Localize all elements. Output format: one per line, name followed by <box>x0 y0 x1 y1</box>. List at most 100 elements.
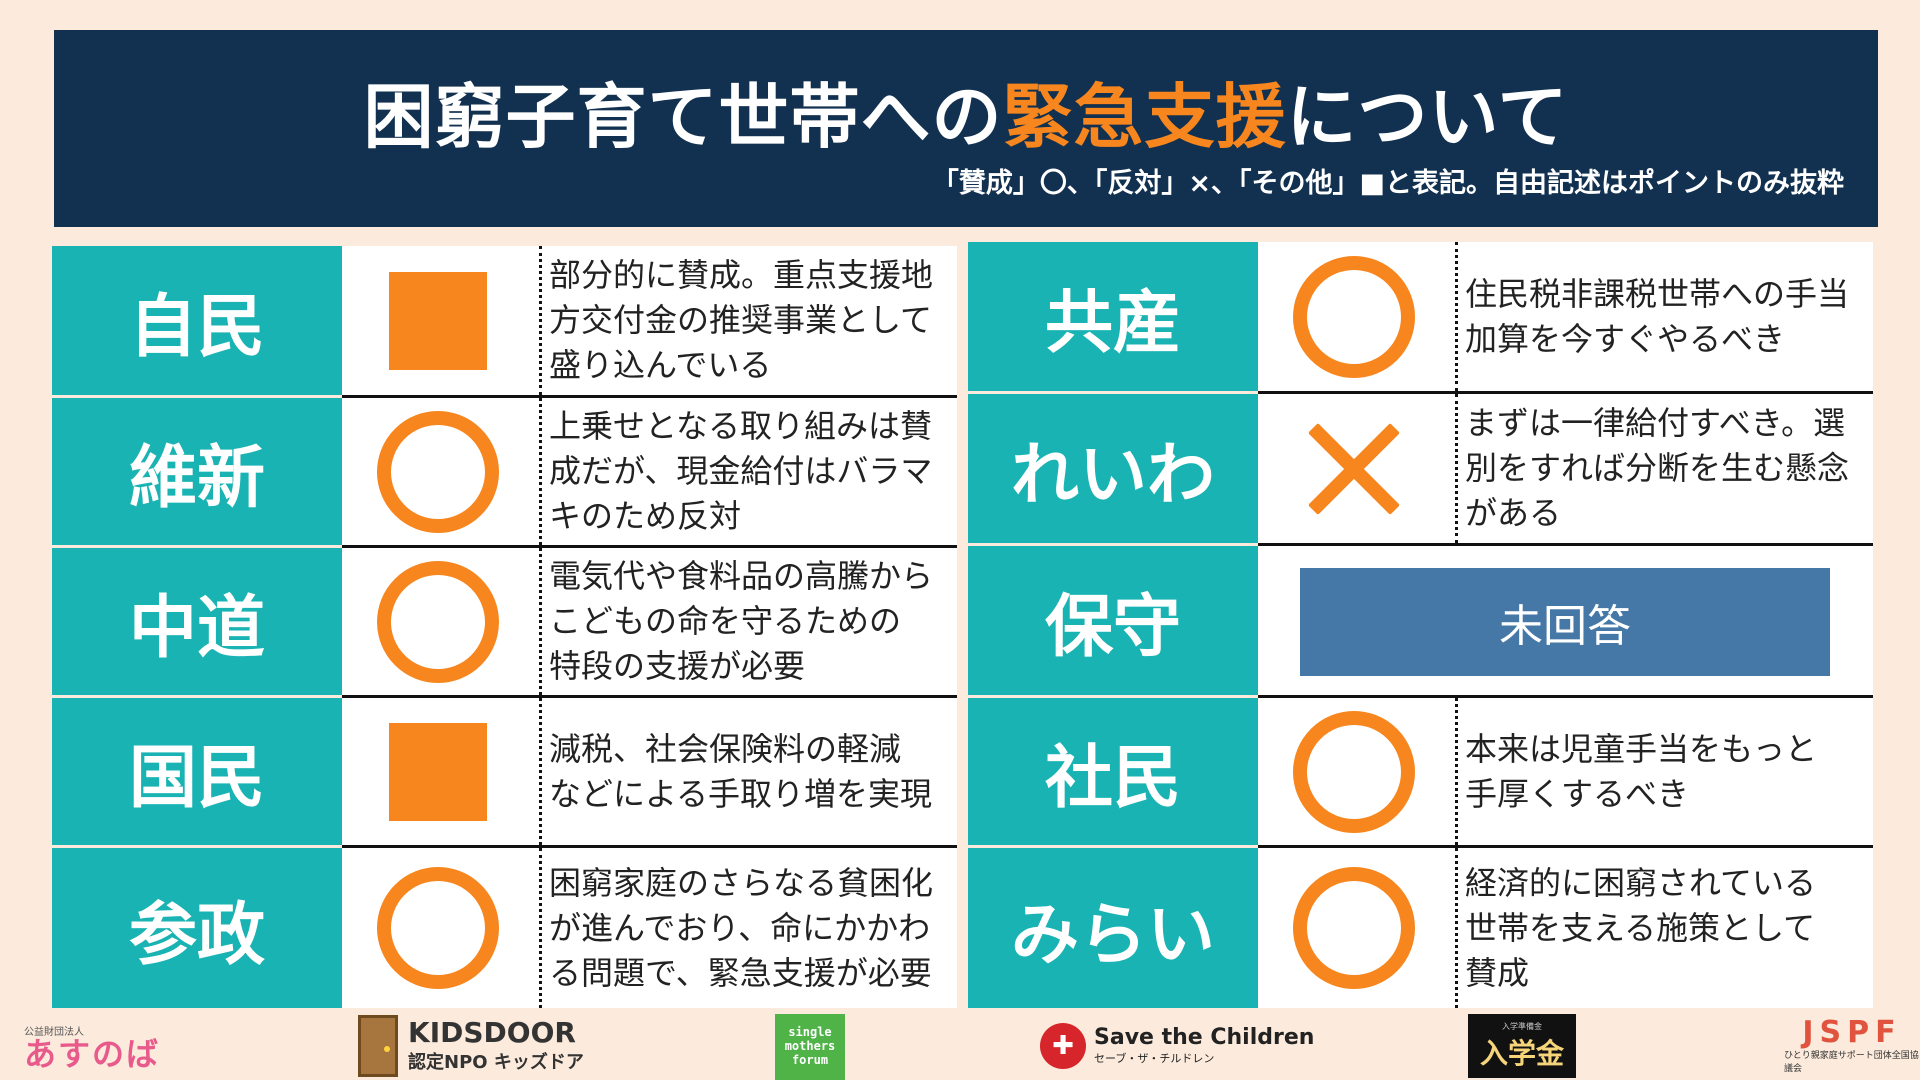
cell-gap <box>968 391 1258 394</box>
party-name: 社民 <box>968 698 1258 845</box>
asunoba-name: あすのば <box>24 1034 161 1073</box>
party-name: 共産 <box>968 242 1258 391</box>
comment-line: キのため反対 <box>549 497 742 535</box>
party-name: 国民 <box>52 698 342 845</box>
party-comment: 減税、社会保険料の軽減 などによる手取り増を実現 <box>549 698 955 845</box>
comment-line: 電気代や食料品の高騰から <box>549 557 934 595</box>
smf-line: forum <box>791 1052 829 1067</box>
kidsdoor-logo: KIDSDOOR 認定NPO キッズドア <box>358 1014 584 1078</box>
comment-line: まずは一律給付すべき。選 <box>1465 404 1846 442</box>
right-party-table: 共産 住民税非課税世帯への手当 加算を今すぐやるべき れいわ まずは一律給付すべ… <box>968 242 1873 1008</box>
circle-icon <box>377 867 499 989</box>
smf-line: mothers <box>784 1039 836 1054</box>
party-name: みらい <box>968 848 1258 1008</box>
comment-line: 方交付金の推奨事業として <box>549 301 933 339</box>
comment-line: 上乗せとなる取り組みは賛 <box>549 407 933 445</box>
dotted-divider <box>1455 698 1458 845</box>
dotted-divider <box>539 246 542 395</box>
comment-line: 成だが、現金給付はバラマ <box>549 452 933 490</box>
party-row-reiwa: れいわ まずは一律給付すべき。選 別をすれば分断を生む懸念 がある <box>968 394 1873 546</box>
nyugaku-subtext: 入学準備金 <box>1502 1021 1542 1031</box>
comment-line: 賛成 <box>1465 953 1530 992</box>
party-name: 中道 <box>52 548 342 695</box>
comment-line: がある <box>1465 494 1562 532</box>
stc-subtext: セーブ・ザ・チルドレン <box>1094 1052 1215 1066</box>
party-comment: まずは一律給付すべき。選 別をすれば分断を生む懸念 がある <box>1465 394 1871 543</box>
cell-gap <box>968 695 1258 698</box>
dotted-divider <box>1455 242 1458 391</box>
comment-line: が進んでおり、命にかかわ <box>549 908 931 947</box>
party-name: 維新 <box>52 398 342 545</box>
stc-name: Save the Children <box>1094 1024 1315 1050</box>
child-figure-icon: ✚ <box>1040 1023 1086 1069</box>
party-row-jimin: 自民 部分的に賛成。重点支援地 方交付金の推奨事業として 盛り込んでいる <box>52 246 957 398</box>
asunoba-logo: 公益財団法人 あすのば <box>24 1014 160 1078</box>
jspf-subtext: ひとり親家庭サポート団体全国協議会 <box>1784 1051 1919 1074</box>
party-comment: 本来は児童手当をもっと 手厚くするべき <box>1465 698 1871 845</box>
stance-mark <box>1258 394 1450 543</box>
stance-mark <box>1258 242 1450 391</box>
comment-line: 困窮家庭のさらなる貧困化 <box>549 863 934 902</box>
square-icon <box>389 722 487 821</box>
comment-line: 減税、社会保険料の軽減 <box>549 729 902 768</box>
asunoba-subtext: 公益財団法人 <box>24 1026 84 1038</box>
row-divider <box>342 545 957 548</box>
row-divider <box>342 395 957 398</box>
comment-line: 別をすれば分断を生む懸念 <box>1465 449 1850 487</box>
smf-line: single <box>788 1025 832 1040</box>
circle-icon <box>1293 255 1415 378</box>
comment-line: 本来は児童手当をもっと <box>1465 729 1818 768</box>
comment-line: 盛り込んでいる <box>549 346 772 384</box>
party-row-kokumin: 国民 減税、社会保険料の軽減 などによる手取り増を実現 <box>52 698 957 848</box>
party-row-ishin: 維新 上乗せとなる取り組みは賛 成だが、現金給付はバラマ キのため反対 <box>52 398 957 548</box>
comment-line: 加算を今すぐやるべき <box>1465 319 1786 358</box>
left-party-table: 自民 部分的に賛成。重点支援地 方交付金の推奨事業として 盛り込んでいる 維新 … <box>52 246 957 1008</box>
kidsdoor-subtext: 認定NPO キッズドア <box>408 1052 584 1074</box>
row-divider <box>1258 391 1873 394</box>
comment-line: 世帯を支える施策として <box>1465 908 1816 947</box>
save-the-children-logo: ✚ Save the Children セーブ・ザ・チルドレン <box>1040 1014 1314 1078</box>
party-comment: 住民税非課税世帯への手当 加算を今すぐやるべき <box>1465 242 1871 391</box>
dotted-divider <box>539 698 542 845</box>
party-comment: 電気代や食料品の高騰から こどもの命を守るための 特段の支援が必要 <box>549 548 955 695</box>
cell-gap <box>52 395 342 398</box>
stance-mark <box>1258 848 1450 1008</box>
jspf-name: JSPF <box>1802 1015 1902 1050</box>
circle-icon <box>1293 867 1415 989</box>
circle-icon <box>377 560 499 683</box>
party-row-chudo: 中道 電気代や食料品の高騰から こどもの命を守るための 特段の支援が必要 <box>52 548 957 698</box>
door-icon <box>358 1015 398 1077</box>
party-name: 保守 <box>968 546 1258 695</box>
party-row-sansei: 参政 困窮家庭のさらなる貧困化 が進んでおり、命にかかわ る問題で、緊急支援が必… <box>52 848 957 1008</box>
jspf-logo: JSPF ひとり親家庭サポート団体全国協議会 <box>1784 1014 1920 1078</box>
sponsor-logos: 公益財団法人 あすのば KIDSDOOR 認定NPO キッズドア single … <box>0 1008 1920 1080</box>
title-part1: 困窮子育て世帯への <box>363 76 1003 158</box>
dotted-divider <box>1455 394 1458 543</box>
stance-mark <box>342 398 534 545</box>
stance-mark <box>342 848 534 1008</box>
party-name: れいわ <box>968 394 1258 543</box>
cell-gap <box>968 543 1258 546</box>
cell-gap <box>52 845 342 848</box>
party-row-kyosan: 共産 住民税非課税世帯への手当 加算を今すぐやるべき <box>968 242 1873 394</box>
party-row-shamin: 社民 本来は児童手当をもっと 手厚くするべき <box>968 698 1873 848</box>
title-part2: について <box>1286 76 1569 158</box>
row-divider <box>1258 695 1873 698</box>
party-name: 自民 <box>52 246 342 395</box>
cell-gap <box>52 545 342 548</box>
title-highlight: 緊急支援 <box>1002 76 1287 158</box>
dotted-divider <box>539 848 542 1008</box>
party-row-mirai: みらい 経済的に困窮されている 世帯を支える施策として 賛成 <box>968 848 1873 1008</box>
nyugakukin-logo: 入学準備金 入学金 <box>1468 1014 1576 1078</box>
stance-mark <box>342 698 534 845</box>
comment-line: 手厚くするべき <box>1465 774 1690 813</box>
comment-line: る問題で、緊急支援が必要 <box>549 953 932 992</box>
row-divider <box>1258 543 1873 546</box>
kidsdoor-name: KIDSDOOR <box>408 1015 576 1049</box>
circle-icon <box>377 410 499 533</box>
page-title: 困窮子育て世帯への緊急支援について <box>54 82 1878 152</box>
stance-mark <box>342 246 534 395</box>
square-icon <box>389 271 487 370</box>
cross-icon <box>1304 419 1404 519</box>
party-row-hoshu: 保守 未回答 <box>968 546 1873 698</box>
